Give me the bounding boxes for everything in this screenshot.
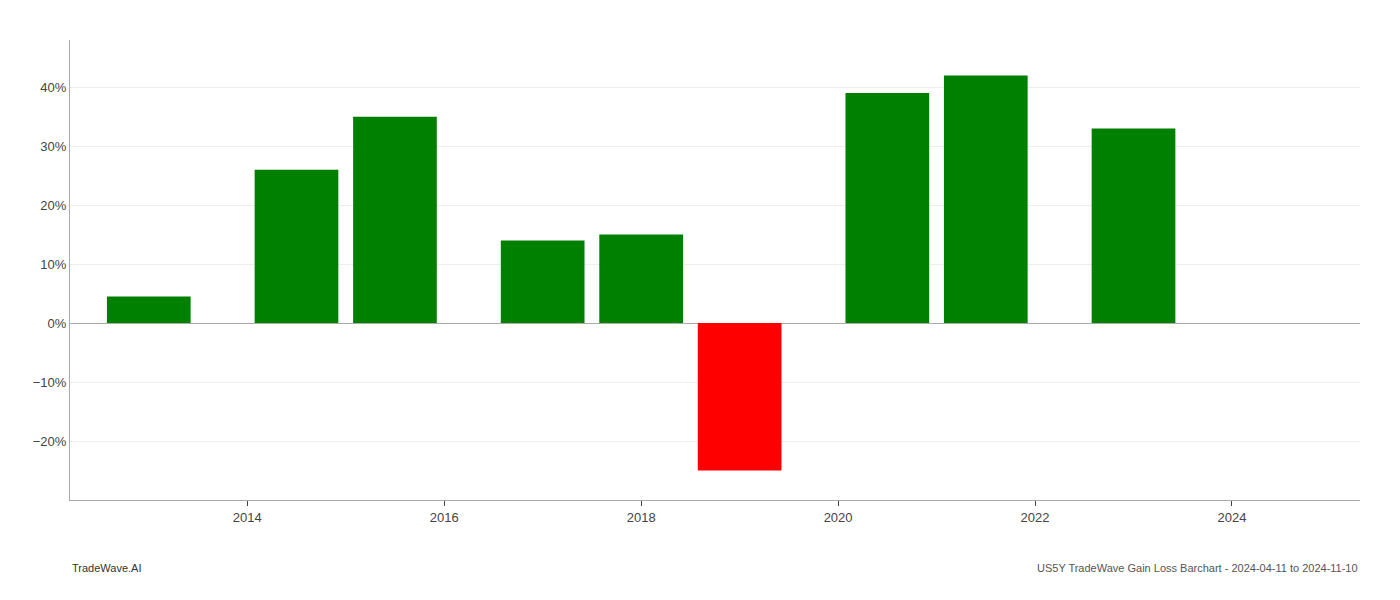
svg-text:2024: 2024 — [1218, 510, 1247, 525]
svg-text:30%: 30% — [40, 139, 66, 154]
svg-text:40%: 40% — [40, 80, 66, 95]
svg-text:20%: 20% — [40, 198, 66, 213]
svg-text:US5Y TradeWave Gain Loss Barch: US5Y TradeWave Gain Loss Barchart - 2024… — [1037, 562, 1358, 574]
svg-text:2020: 2020 — [824, 510, 853, 525]
svg-text:2022: 2022 — [1021, 510, 1050, 525]
svg-text:−10%: −10% — [33, 375, 67, 390]
svg-text:2018: 2018 — [627, 510, 656, 525]
svg-text:2016: 2016 — [430, 510, 459, 525]
svg-text:−20%: −20% — [33, 434, 67, 449]
svg-text:0%: 0% — [48, 316, 67, 331]
svg-text:TradeWave.AI: TradeWave.AI — [72, 562, 142, 574]
svg-text:2014: 2014 — [233, 510, 262, 525]
svg-text:10%: 10% — [40, 257, 66, 272]
